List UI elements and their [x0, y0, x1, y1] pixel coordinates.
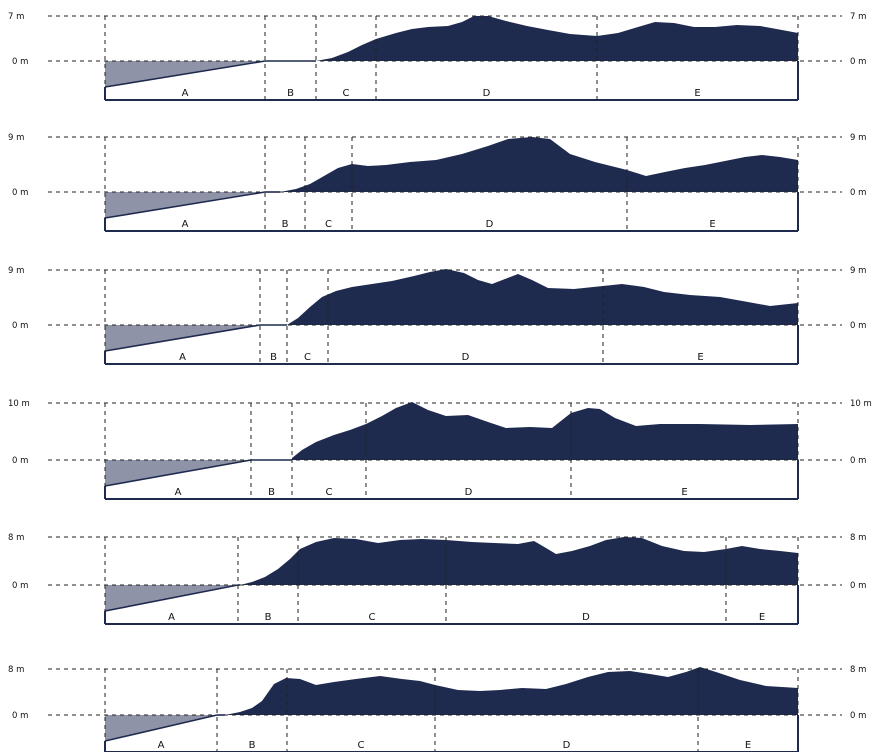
zone-label: B — [287, 88, 294, 99]
zone-label: A — [182, 219, 189, 230]
zone-label: D — [563, 740, 571, 751]
zone-label: E — [681, 487, 687, 498]
elevation-zero-label-left: 0 m — [12, 581, 28, 591]
elevation-max-label-left: 8 m — [8, 665, 24, 675]
elevation-max-label-right: 8 m — [850, 665, 866, 675]
profile-panel — [48, 136, 842, 232]
elevation-zero-label-right: 0 m — [850, 711, 866, 721]
seabed-slope-line — [104, 60, 266, 88]
elevation-max-label-right: 8 m — [850, 533, 866, 543]
zone-label: B — [265, 612, 272, 623]
zone-label: A — [182, 88, 189, 99]
terrain-profile — [292, 402, 798, 460]
elevation-zero-label-left: 0 m — [12, 57, 28, 67]
seabed-slope-line — [104, 191, 266, 219]
zone-label: B — [249, 740, 256, 751]
profile-panel — [48, 15, 842, 101]
zone-label: B — [282, 219, 289, 230]
zone-label: E — [745, 740, 751, 751]
zone-label: E — [694, 88, 700, 99]
elevation-zero-label-right: 0 m — [850, 321, 866, 331]
zone-label: C — [325, 219, 332, 230]
zone-label: A — [168, 612, 175, 623]
zone-label: C — [326, 487, 333, 498]
zone-label: E — [697, 352, 703, 363]
terrain-profile — [280, 137, 798, 192]
profile-panel — [48, 269, 842, 365]
zone-label: D — [486, 219, 494, 230]
elevation-max-label-right: 10 m — [850, 399, 872, 409]
elevation-max-label-left: 9 m — [8, 266, 24, 276]
terrain-profile — [316, 16, 798, 61]
seabed-slope-line — [104, 459, 252, 487]
seabed-slope-line — [104, 714, 218, 742]
terrain-profile — [287, 269, 798, 325]
zone-label: D — [483, 88, 491, 99]
zone-label: C — [369, 612, 376, 623]
profile-panel — [48, 667, 842, 752]
elevation-zero-label-right: 0 m — [850, 188, 866, 198]
zone-label: B — [270, 352, 277, 363]
profile-panel — [48, 402, 842, 500]
elevation-max-label-left: 7 m — [8, 12, 24, 22]
zone-label: A — [158, 740, 165, 751]
zone-label: A — [175, 487, 182, 498]
terrain-profile — [240, 537, 798, 585]
zone-label: E — [759, 612, 765, 623]
elevation-max-label-right: 9 m — [850, 133, 866, 143]
zone-label: C — [304, 352, 311, 363]
seabed-slope-line — [104, 324, 261, 352]
elevation-max-label-right: 7 m — [850, 12, 866, 22]
elevation-max-label-left: 9 m — [8, 133, 24, 143]
zone-label: D — [582, 612, 590, 623]
elevation-zero-label-right: 0 m — [850, 57, 866, 67]
elevation-zero-label-left: 0 m — [12, 711, 28, 721]
profile-panel — [48, 536, 842, 625]
zone-label: C — [343, 88, 350, 99]
elevation-zero-label-right: 0 m — [850, 581, 866, 591]
elevation-max-label-left: 8 m — [8, 533, 24, 543]
zone-label: C — [358, 740, 365, 751]
zone-label: D — [462, 352, 470, 363]
elevation-zero-label-right: 0 m — [850, 456, 866, 466]
zone-label: B — [268, 487, 275, 498]
elevation-max-label-left: 10 m — [8, 399, 30, 409]
elevation-zero-label-left: 0 m — [12, 188, 28, 198]
elevation-zero-label-left: 0 m — [12, 321, 28, 331]
elevation-zero-label-left: 0 m — [12, 456, 28, 466]
elevation-max-label-right: 9 m — [850, 266, 866, 276]
zone-label: D — [465, 487, 473, 498]
terrain-profile — [225, 667, 798, 715]
zone-label: A — [179, 352, 186, 363]
zone-label: E — [709, 219, 715, 230]
seabed-slope-line — [104, 584, 239, 612]
